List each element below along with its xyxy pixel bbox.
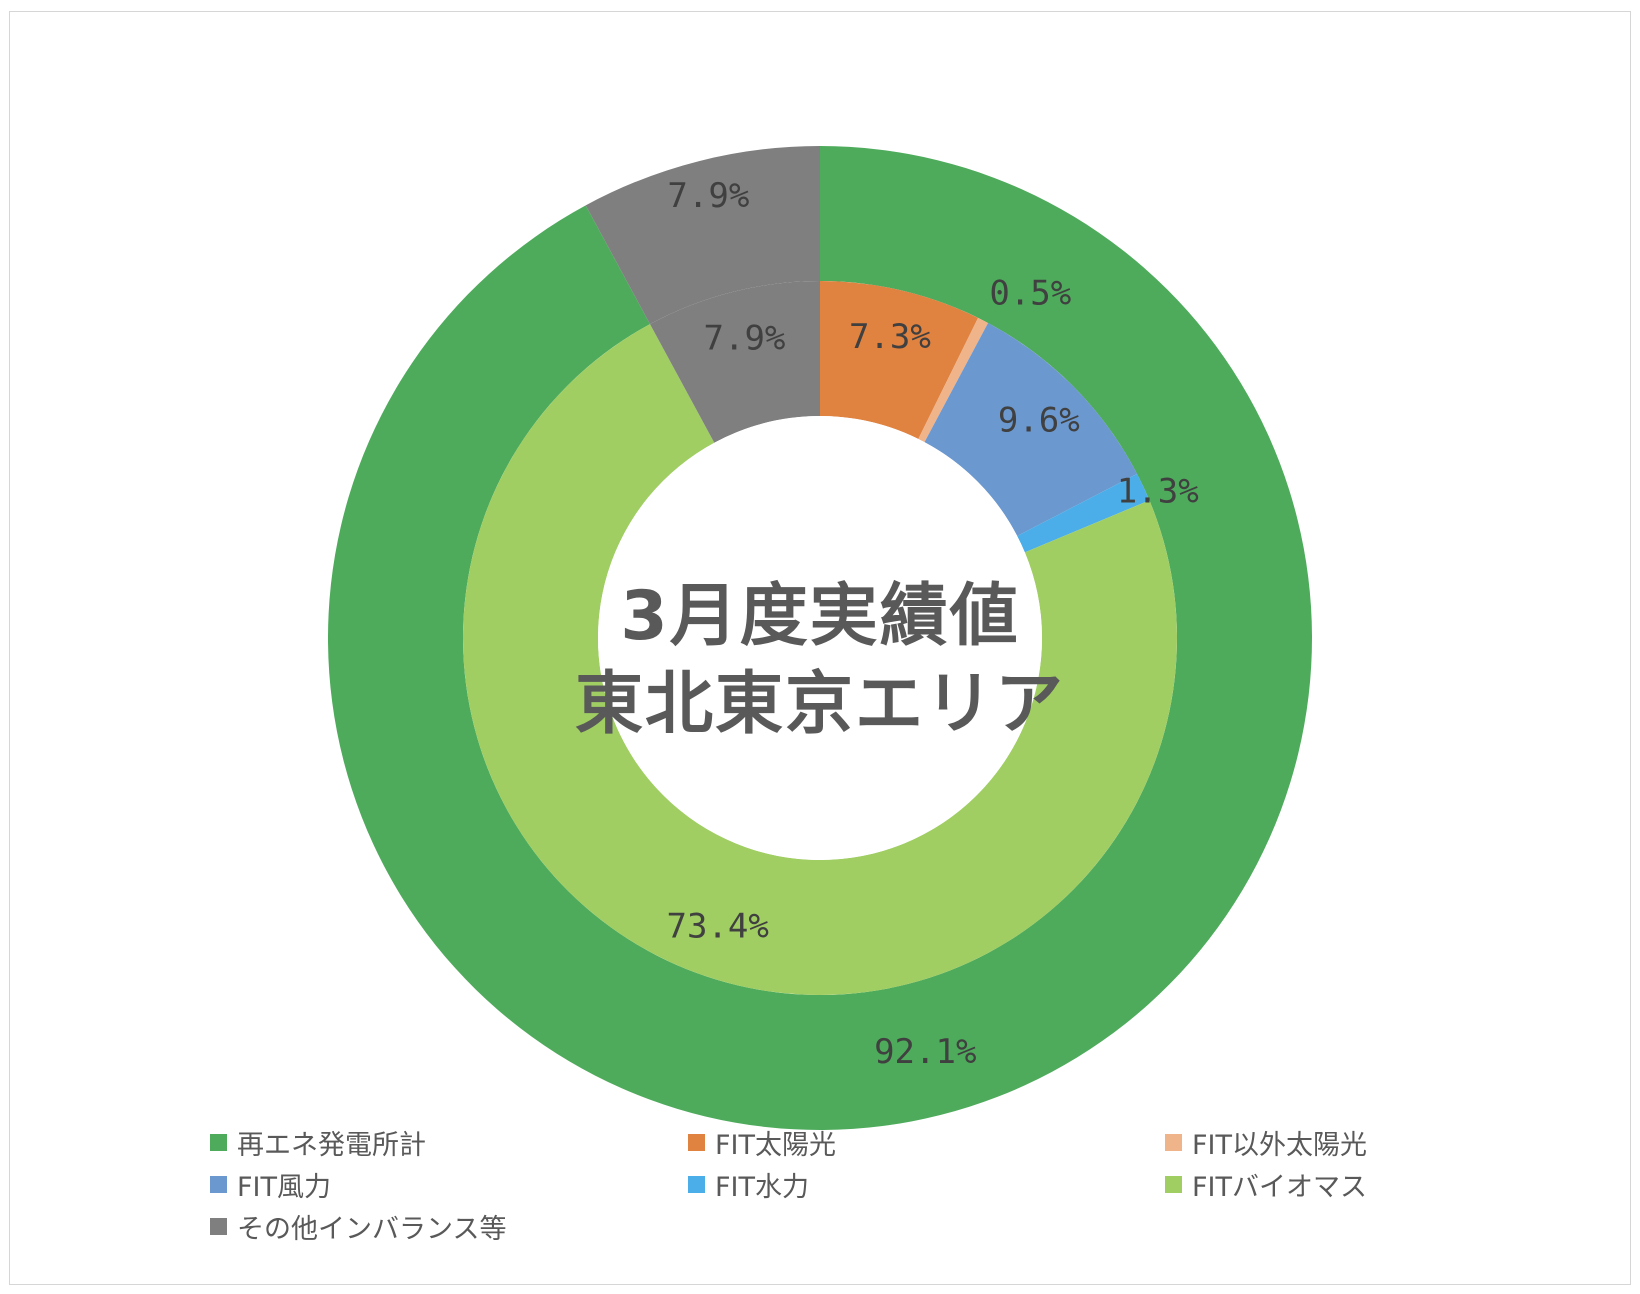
legend-label: 再エネ発電所計 <box>237 1129 426 1161</box>
legend-item: FITバイオマス <box>1165 1164 1367 1204</box>
legend-item: FIT太陽光 <box>688 1122 836 1162</box>
legend-item: その他インバランス等 <box>210 1206 506 1246</box>
inner-slice-2 <box>924 323 1138 536</box>
legend-swatch <box>210 1175 227 1193</box>
chart-title: 3月度実績値 <box>620 577 1020 656</box>
legend-label: FIT以外太陽光 <box>1192 1129 1367 1161</box>
legend-label: FITバイオマス <box>1192 1171 1367 1203</box>
inner-data-label-4: 73.4% <box>666 906 768 946</box>
legend-label: FIT水力 <box>715 1171 809 1203</box>
inner-slice-1 <box>918 317 989 443</box>
legend-item: 再エネ発電所計 <box>210 1122 426 1162</box>
legend-label: FIT風力 <box>237 1171 331 1203</box>
inner-slice-3 <box>1017 473 1150 553</box>
legend-swatch <box>688 1175 705 1193</box>
donut-hole <box>598 416 1042 860</box>
inner-slice-5 <box>649 281 820 443</box>
legend-swatch <box>1165 1133 1182 1151</box>
inner-ring <box>463 281 1178 995</box>
legend-item: FIT水力 <box>688 1164 809 1204</box>
inner-data-label-2: 9.6% <box>998 400 1080 440</box>
legend-item: FIT以外太陽光 <box>1165 1122 1367 1162</box>
legend-label: FIT太陽光 <box>715 1129 836 1161</box>
legend-swatch <box>210 1217 227 1235</box>
inner-data-label-1: 0.5% <box>989 273 1071 313</box>
outer-slice-1 <box>585 146 820 325</box>
inner-data-label-3: 1.3% <box>1117 472 1199 512</box>
inner-slice-0 <box>820 281 979 439</box>
inner-data-label-5: 7.9% <box>704 318 786 358</box>
legend-label: その他インバランス等 <box>237 1213 507 1245</box>
inner-data-label-0: 7.3% <box>849 317 931 357</box>
outer-ring <box>327 146 1312 1130</box>
outer-data-label-1: 7.9% <box>667 176 749 216</box>
legend-swatch <box>210 1133 227 1151</box>
legend-swatch <box>1165 1175 1182 1193</box>
chart-subtitle: 東北東京エリア <box>574 665 1065 744</box>
legend-item: FIT風力 <box>210 1164 331 1204</box>
outer-data-label-0: 92.1% <box>874 1032 976 1072</box>
data-labels: 92.1% 7.9% 7.3% 0.5% 9.6% 1.3% 73.4% 7.9% <box>666 176 1198 1072</box>
inner-slice-4 <box>463 324 1178 995</box>
legend-swatch <box>688 1133 705 1151</box>
